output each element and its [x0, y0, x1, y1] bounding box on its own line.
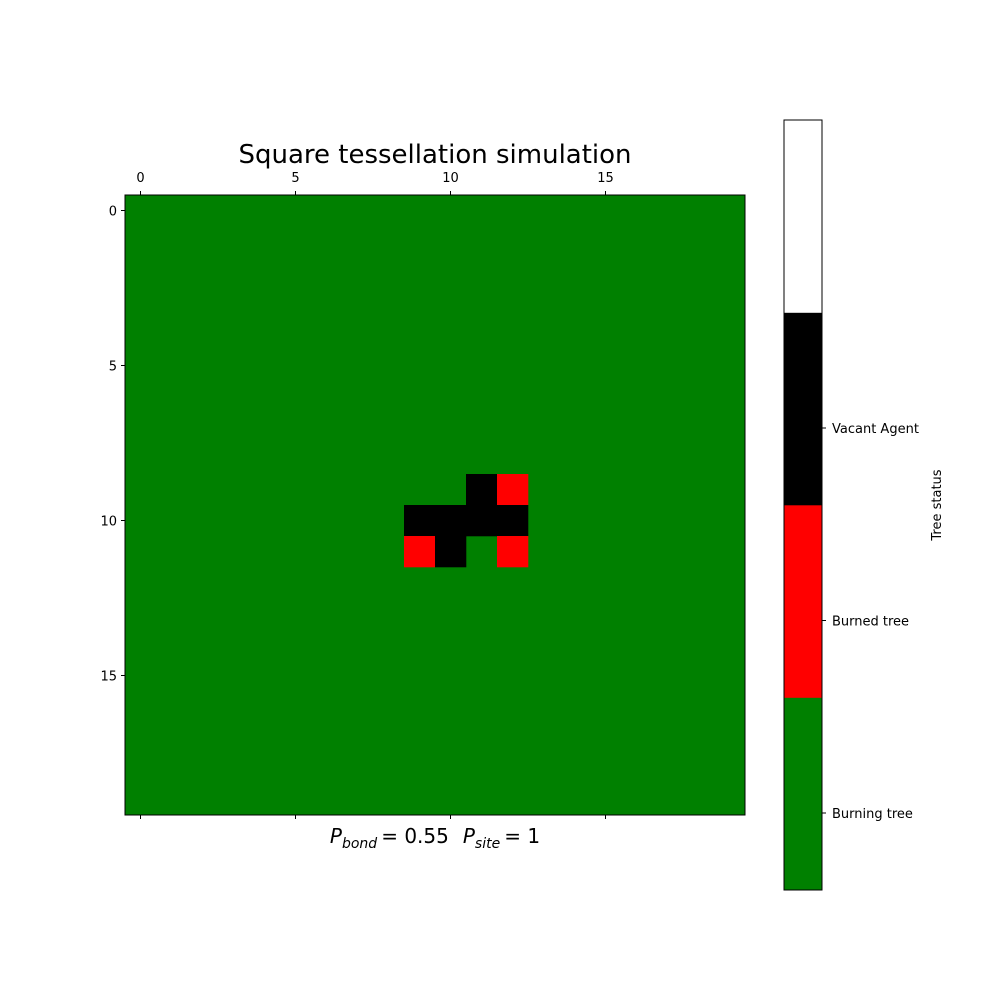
x-axis-label: Pbond = 0.55 Psite = 1: [330, 824, 540, 852]
y-tick-label: 15: [100, 670, 117, 685]
heatmap-cell: [497, 536, 529, 568]
y-tick-label: 0: [109, 205, 117, 220]
heatmap-cell: [497, 505, 529, 537]
heatmap-cell: [497, 474, 529, 506]
heatmap-grid: [125, 195, 745, 815]
y-tick-label: 10: [100, 515, 117, 530]
y-tick-label: 5: [109, 360, 117, 375]
colorbar-frame: [783, 119, 823, 891]
heatmap-cell: [466, 505, 498, 537]
x-tick-label: 0: [136, 171, 144, 186]
colorbar-segment: [784, 312, 822, 506]
site-symbol: P: [463, 824, 476, 848]
heatmap-cell: [435, 536, 467, 568]
bond-value: = 0.55: [381, 824, 449, 848]
colorbar-segment: [784, 505, 822, 698]
colorbar-segment: [784, 697, 822, 891]
heatmap-cell: [404, 505, 436, 537]
site-value: = 1: [504, 824, 540, 848]
colorbar-tick-label: Burning tree: [832, 807, 913, 822]
x-tick-label: 5: [291, 171, 299, 186]
colorbar-tick-label: Burned tree: [832, 615, 909, 630]
site-subscript: site: [475, 836, 500, 852]
heatmap-cell: [466, 474, 498, 506]
colorbar: [784, 120, 822, 891]
heatmap-cell: [404, 536, 436, 568]
plot-frame: [124, 194, 746, 816]
colorbar-ticks: Burning tree Burned tree Vacant Agent: [822, 422, 919, 822]
x-tick-label: 10: [442, 171, 459, 186]
x-tick-label: 15: [597, 171, 614, 186]
bond-subscript: bond: [342, 836, 377, 852]
chart-title: Square tessellation simulation: [238, 140, 631, 170]
y-axis-ticks: 0 5 10 15: [100, 205, 125, 685]
colorbar-label: Tree status: [930, 469, 945, 541]
colorbar-segment: [784, 120, 822, 313]
colorbar-tick-label: Vacant Agent: [832, 422, 919, 437]
heatmap-cell: [435, 505, 467, 537]
bond-symbol: P: [330, 824, 343, 848]
x-axis-ticks: 0 5 10 15: [136, 171, 614, 819]
